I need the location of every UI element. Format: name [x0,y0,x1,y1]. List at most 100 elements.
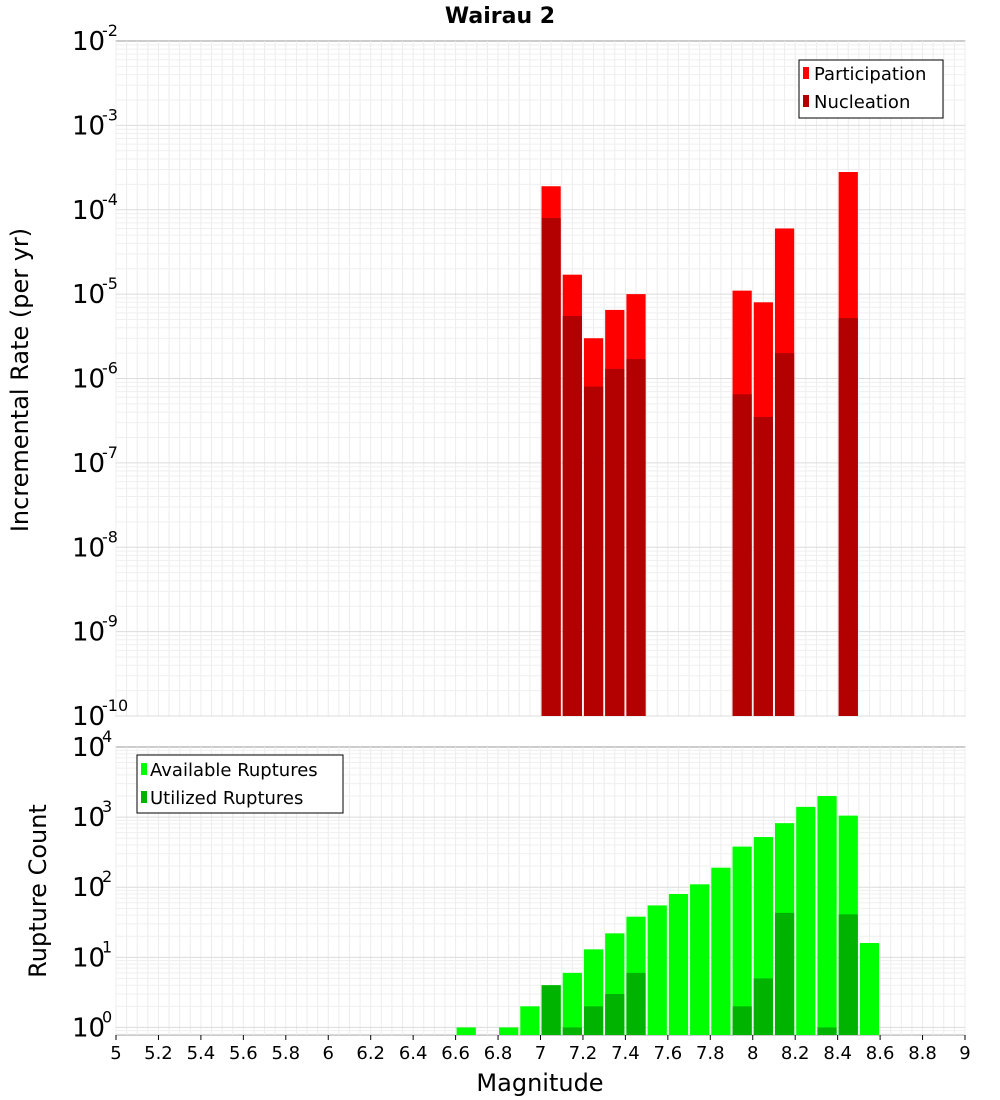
top-y-tick-exponent: -10 [102,696,128,715]
top-bar-nucleation [732,394,752,716]
bottom-bar-available-ruptures [562,972,582,1035]
x-tick-label: 7.4 [611,1043,640,1064]
top-bar-nucleation [583,386,604,716]
legend-label-utilized: Utilized Ruptures [150,788,303,809]
bottom-bar-utilized-ruptures [583,1006,604,1035]
x-tick-label: 6 [323,1043,334,1064]
x-axis-label: Magnitude [476,1069,603,1097]
bottom-bar-utilized-ruptures [817,1027,837,1035]
x-tick-label: 5.4 [187,1043,216,1064]
x-tick-label: 8.6 [866,1043,895,1064]
bottom-bar-utilized-ruptures [541,985,561,1035]
bottom-bar-utilized-ruptures [626,972,646,1035]
x-tick-label: 7 [535,1043,546,1064]
x-tick-label: 6.2 [356,1043,385,1064]
x-tick-label: 7.6 [654,1043,683,1064]
legend-label-nucleation: Nucleation [814,92,910,113]
top-y-tick-base: 10 [72,533,105,563]
legend-swatch-available [141,763,147,775]
bottom-bar-available-ruptures [732,846,752,1035]
bottom-bar-available-ruptures [817,796,837,1035]
bottom-legend-box [136,754,344,814]
x-tick-label: 9 [959,1043,970,1064]
x-tick-label: 8 [747,1043,758,1064]
bottom-y-tick-exponent: 0 [102,1007,112,1026]
bottom-bar-available-ruptures [796,806,816,1035]
bottom-bar-utilized-ruptures [605,993,625,1035]
top-y-tick-exponent: -4 [102,190,118,209]
bottom-y-tick-base: 10 [72,943,105,973]
top-bar-nucleation [605,368,625,716]
bottom-y-tick-exponent: 1 [102,937,112,956]
top-y-tick-base: 10 [72,196,105,226]
top-bar-nucleation [753,416,773,716]
top-bar-nucleation [541,217,561,716]
x-tick-label: 8.4 [823,1043,852,1064]
bottom-y-axis-label: Rupture Count [24,804,52,978]
top-y-tick-exponent: -3 [102,105,118,124]
x-tick-label: 6.4 [399,1043,428,1064]
bottom-bar-utilized-ruptures [753,978,773,1035]
top-y-tick-exponent: -8 [102,527,118,546]
bottom-bar-utilized-ruptures [774,912,795,1035]
top-y-tick-exponent: -5 [102,274,118,293]
top-y-tick-exponent: -7 [102,443,118,462]
x-tick-label: 8.8 [908,1043,937,1064]
x-tick-label: 5.2 [144,1043,173,1064]
x-tick-label: 7.2 [569,1043,598,1064]
bottom-y-tick-base: 10 [72,1013,105,1043]
top-bar-nucleation [626,359,646,716]
top-bar-nucleation [562,316,582,716]
top-y-tick-exponent: -9 [102,612,118,631]
x-tick-label: 5 [110,1043,121,1064]
top-y-tick-exponent: -6 [102,359,118,378]
bottom-bar-available-ruptures [647,905,667,1035]
top-y-axis-label: Incremental Rate (per yr) [6,228,34,532]
legend-swatch-nucleation [803,95,809,107]
top-y-tick-base: 10 [72,365,105,395]
top-bar-nucleation [838,318,858,716]
bottom-bar-available-ruptures [859,943,880,1035]
legend-swatch-utilized [141,791,147,803]
legend-swatch-participation [803,67,809,79]
x-tick-label: 6.6 [441,1043,470,1064]
top-y-tick-base: 10 [72,111,105,141]
top-legend-box [798,59,944,119]
bottom-y-tick-exponent: 3 [102,797,112,816]
bottom-bar-available-ruptures [499,1027,519,1035]
x-tick-label: 5.8 [271,1043,300,1064]
top-bars [541,172,858,716]
top-y-tick-base: 10 [72,618,105,648]
top-gridlines [115,41,966,717]
legend-label-available: Available Ruptures [150,760,318,781]
bottom-bar-utilized-ruptures [562,1027,582,1035]
top-y-tick-exponent: -2 [102,21,118,40]
x-tick-label: 5.6 [229,1043,258,1064]
bottom-bar-available-ruptures [690,884,710,1035]
top-y-tick-base: 10 [72,702,105,732]
bottom-bar-available-ruptures [520,1006,540,1035]
bottom-y-tick-exponent: 2 [102,867,112,886]
top-bar-nucleation [774,353,795,716]
x-tick-label: 7.8 [696,1043,725,1064]
x-tick-label: 8.2 [781,1043,810,1064]
bottom-bar-utilized-ruptures [838,914,858,1035]
bottom-legend: Available Ruptures Utilized Ruptures [136,754,344,814]
bottom-y-tick-exponent: 4 [102,727,112,746]
bottom-bar-utilized-ruptures [732,1006,752,1035]
bottom-bar-available-ruptures [668,894,689,1035]
top-y-tick-base: 10 [72,449,105,479]
x-tick-label: 6.8 [484,1043,513,1064]
bottom-y-tick-base: 10 [72,803,105,833]
chart-title: Wairau 2 [445,4,555,29]
bottom-y-tick-base: 10 [72,733,105,763]
legend-label-participation: Participation [814,64,926,85]
bottom-y-tick-base: 10 [72,873,105,903]
top-legend: Participation Nucleation [798,59,944,119]
top-y-tick-base: 10 [72,280,105,310]
bottom-bar-available-ruptures [456,1027,476,1035]
x-tick-labels: 5 5.2 5.4 5.6 5.8 6 6.2 6.4 6.6 6.8 7 7.2 7.4 7.6 7.8 8… [110,1035,971,1064]
